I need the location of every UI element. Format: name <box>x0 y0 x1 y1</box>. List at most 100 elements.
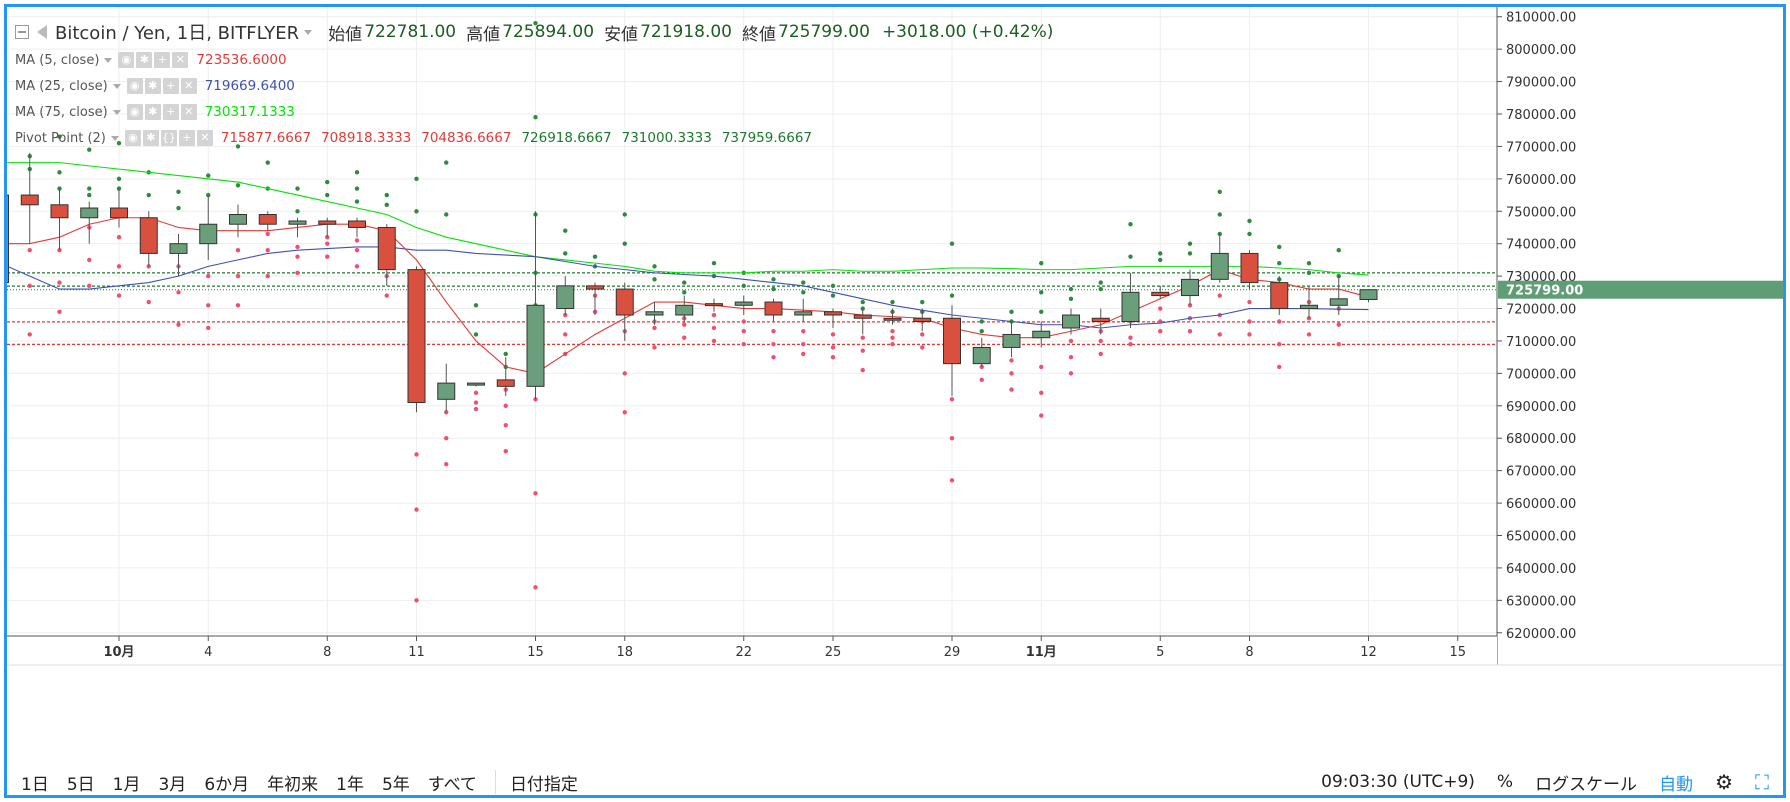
candle <box>675 295 694 322</box>
time-tick-label: 10月 <box>103 645 134 660</box>
candle-body <box>318 220 337 225</box>
settings-icon[interactable]: ✱ <box>144 78 161 94</box>
pivot-support-dot <box>771 354 776 360</box>
indicator-value: 704836.6667 <box>421 130 512 146</box>
pivot-support-dot <box>1217 293 1222 298</box>
chevron-down-icon[interactable] <box>112 83 121 89</box>
range-button[interactable]: 年初来 <box>267 774 319 795</box>
pivot-resistance-dot <box>325 179 330 185</box>
chevron-down-icon[interactable] <box>104 57 113 63</box>
pivot-resistance-dot <box>503 351 508 357</box>
indicator-label[interactable]: Pivot Point (2) <box>15 130 106 146</box>
gear-icon[interactable]: ⚙ <box>1715 770 1733 794</box>
candle <box>764 298 783 322</box>
range-button[interactable]: 1月 <box>112 774 141 795</box>
range-button[interactable]: 5日 <box>66 774 95 795</box>
fullscreen-icon[interactable]: ⛶ <box>1755 770 1769 794</box>
price-tick-label: 770000.00 <box>1506 140 1576 155</box>
range-button[interactable]: 5年 <box>381 774 410 795</box>
pivot-resistance-dot <box>563 251 568 256</box>
pivot-support-dot <box>801 341 806 347</box>
more-icon[interactable]: + <box>162 104 179 120</box>
pivot-resistance-dot <box>801 290 806 295</box>
pivot-support-dot <box>503 403 508 408</box>
candle-body <box>824 311 842 316</box>
pivot-resistance-dot <box>563 228 568 233</box>
legend: Bitcoin / Yen, 1日, BITFLYER 始値 722781.00 … <box>15 17 1053 151</box>
eye-icon[interactable]: ◉ <box>124 130 141 146</box>
candle-body <box>794 311 813 316</box>
goto-date-button[interactable]: 日付指定 <box>509 774 578 795</box>
indicator-tools: ◉ ✱{} + ✕ <box>124 130 213 146</box>
indicator-row[interactable]: MA (5, close) ◉ ✱ + ✕ 723536.6000 <box>15 47 1053 73</box>
close-icon[interactable]: ✕ <box>180 78 197 94</box>
pivot-resistance-dot <box>801 280 806 285</box>
more-icon[interactable]: + <box>162 78 179 94</box>
flag-icon[interactable] <box>37 25 47 39</box>
time-tick-label: 29 <box>944 645 961 660</box>
more-icon[interactable]: + <box>154 52 171 68</box>
candle <box>288 217 307 238</box>
pivot-resistance-dot <box>890 299 895 305</box>
pivot-support-dot <box>325 254 330 259</box>
settings-icon[interactable]: ✱ <box>144 104 161 120</box>
settings-icon[interactable]: ✱ <box>142 130 159 146</box>
range-button[interactable]: 6か月 <box>204 774 250 795</box>
range-button[interactable]: 1日 <box>21 774 49 795</box>
range-button[interactable]: 3月 <box>158 774 187 795</box>
log-scale-button[interactable]: ログスケール <box>1535 774 1638 795</box>
percent-button[interactable]: % <box>1496 772 1514 792</box>
pivot-resistance-dot <box>652 277 657 282</box>
clock-time[interactable]: 09:03:30 (UTC+9) <box>1321 772 1475 792</box>
range-button[interactable]: すべて <box>427 774 477 795</box>
eye-icon[interactable]: ◉ <box>118 52 135 68</box>
indicator-value: 730317.1333 <box>204 104 295 120</box>
pivot-resistance-dot <box>533 21 538 26</box>
pivot-support-dot <box>235 273 241 279</box>
indicator-label[interactable]: MA (5, close) <box>15 52 100 68</box>
pivot-support-dot <box>741 329 746 334</box>
pivot-resistance-dot <box>592 254 598 259</box>
pivot-support-dot <box>860 367 865 373</box>
chevron-down-icon[interactable] <box>110 135 119 141</box>
price-tick-label: 760000.00 <box>1506 173 1576 188</box>
chevron-down-icon[interactable] <box>304 29 313 35</box>
pivot-resistance-dot <box>1128 254 1133 259</box>
pivot-support-dot <box>801 351 806 357</box>
close-icon[interactable]: ✕ <box>172 52 189 68</box>
source-icon[interactable]: {} <box>160 130 177 146</box>
symbol-title[interactable]: Bitcoin / Yen, 1日, BITFLYER <box>55 23 300 44</box>
indicator-value: 726918.6667 <box>521 130 612 146</box>
more-icon[interactable]: + <box>178 130 195 146</box>
chevron-down-icon[interactable] <box>112 109 121 115</box>
indicator-label[interactable]: MA (75, close) <box>15 104 108 120</box>
candle <box>1210 233 1229 283</box>
indicator-row[interactable]: MA (25, close) ◉ ✱ + ✕ 719669.6400 <box>15 73 1053 99</box>
indicator-row[interactable]: MA (75, close) ◉ ✱ + ✕ 730317.1333 <box>15 99 1053 125</box>
pivot-resistance-dot <box>1247 231 1252 237</box>
candle <box>1032 321 1051 348</box>
pivot-support-dot <box>1187 329 1193 334</box>
indicator-row[interactable]: Pivot Point (2) ◉ ✱{} + ✕ 715877.6667 708918.3… <box>15 125 1053 151</box>
change-value: +3018.00 (+0.42%) <box>881 22 1054 42</box>
collapse-icon[interactable] <box>15 25 29 39</box>
settings-icon[interactable]: ✱ <box>136 52 153 68</box>
pivot-support-dot <box>1336 341 1341 347</box>
time-tick-label: 25 <box>825 645 842 660</box>
candle-body <box>467 382 485 386</box>
eye-icon[interactable]: ◉ <box>126 104 143 120</box>
eye-icon[interactable]: ◉ <box>126 78 143 94</box>
pivot-resistance-dot <box>235 144 241 149</box>
close-icon[interactable]: ✕ <box>180 104 197 120</box>
range-button[interactable]: 1年 <box>336 774 364 795</box>
candle-body <box>258 214 277 225</box>
pivot-resistance-dot <box>1217 212 1222 217</box>
close-icon[interactable]: ✕ <box>196 130 213 146</box>
pivot-support-dot <box>1128 335 1133 340</box>
pivot-support-dot <box>1009 371 1014 376</box>
price-chart[interactable]: 810000.00 800000.00 790000.00 780000.00 7700… <box>7 7 1783 757</box>
pivot-support-dot <box>652 325 657 331</box>
indicator-label[interactable]: MA (25, close) <box>15 78 108 94</box>
auto-scale-button[interactable]: 自動 <box>1659 774 1694 795</box>
candle <box>437 363 456 413</box>
